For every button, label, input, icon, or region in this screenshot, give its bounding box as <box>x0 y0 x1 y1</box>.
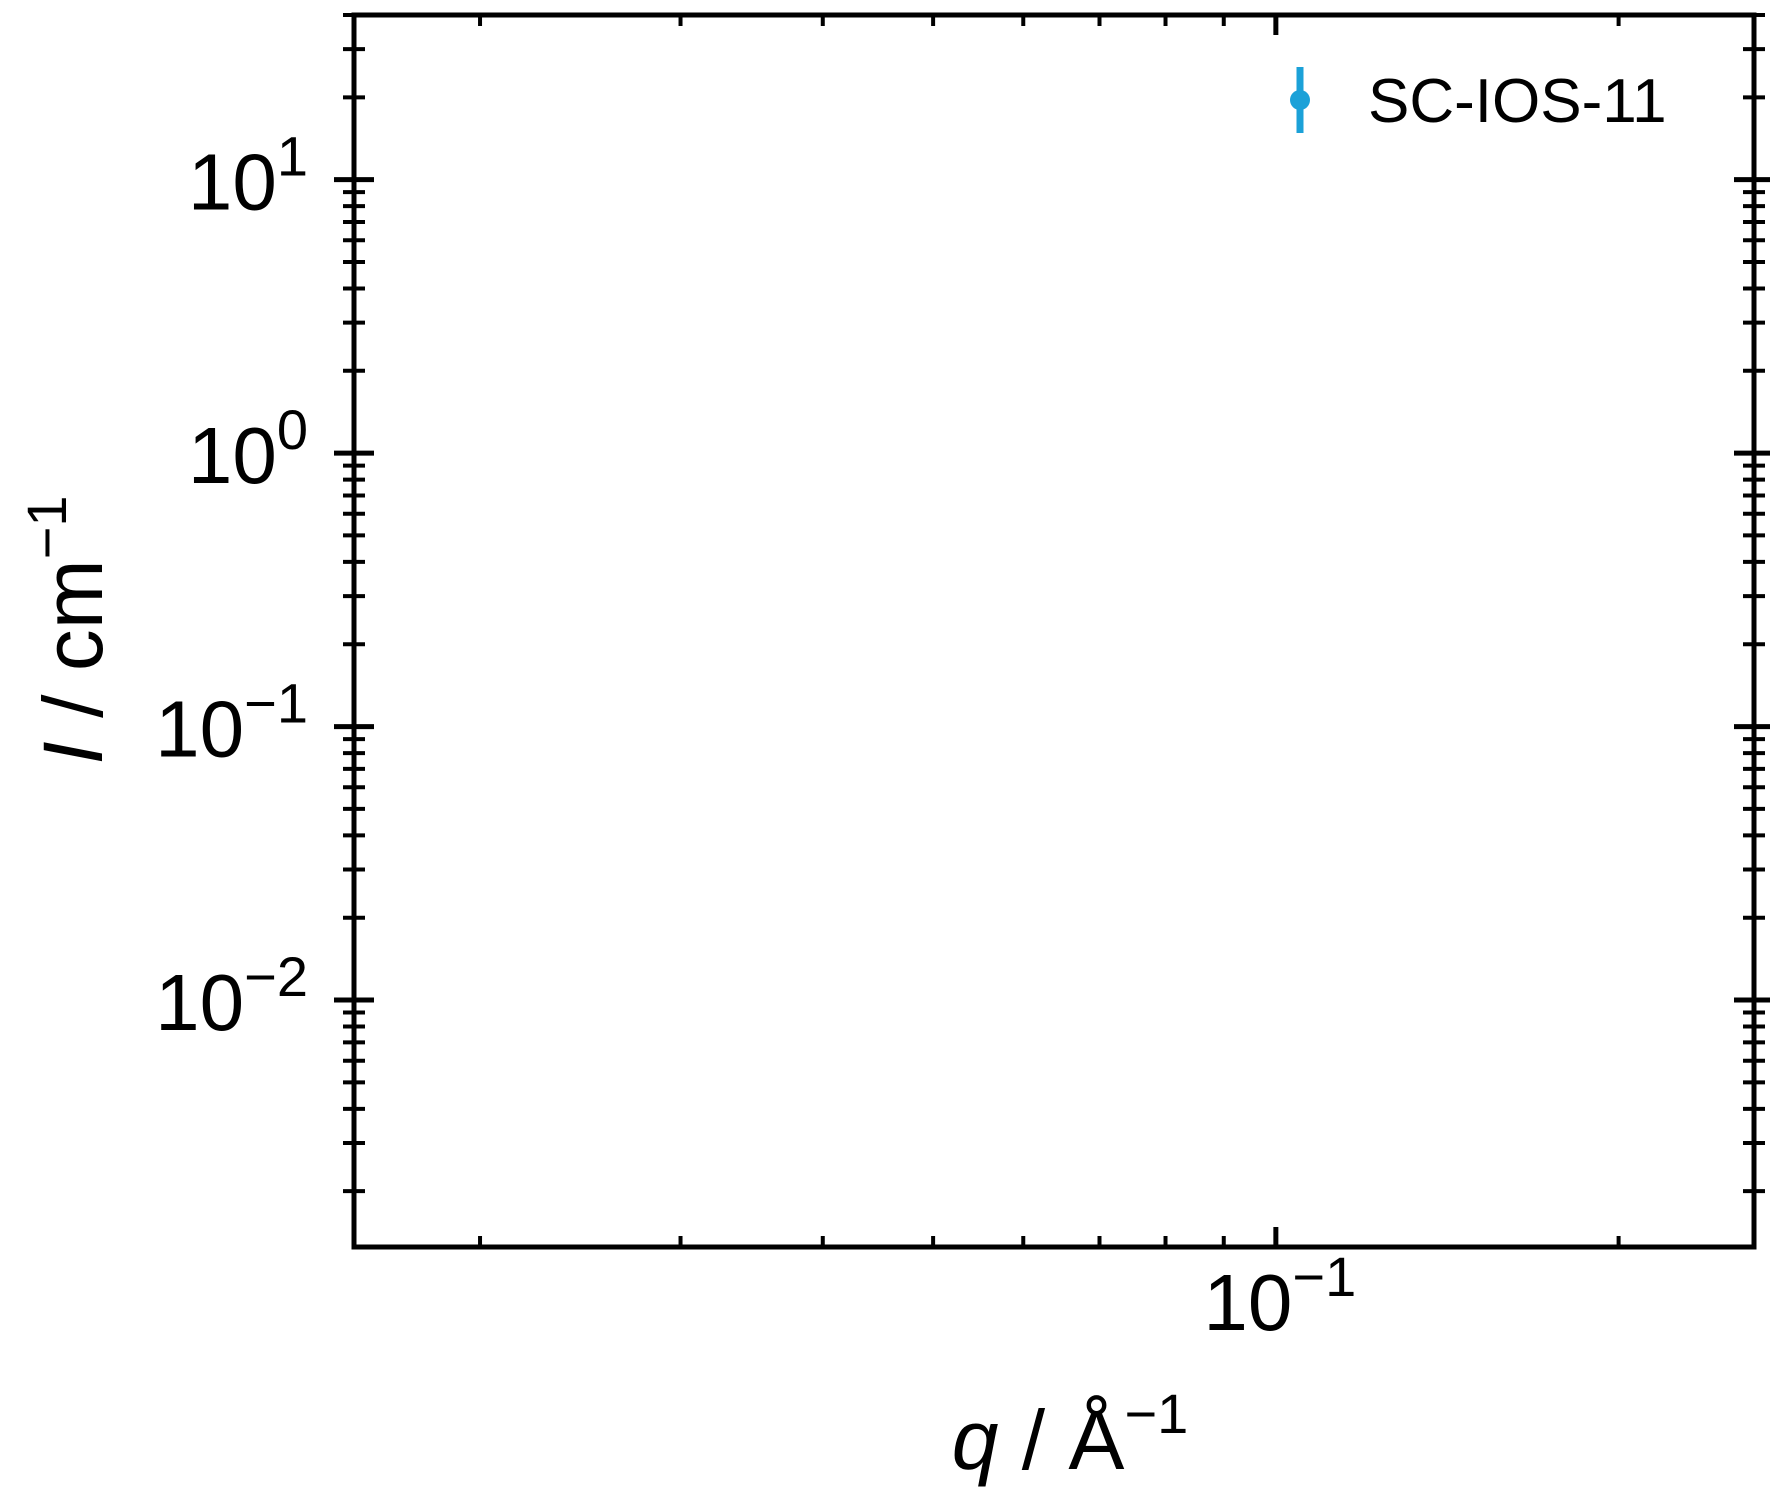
x-axis-label: q / Å−1 <box>952 1382 1189 1487</box>
x-tick-label: 10−1 <box>1203 1245 1356 1347</box>
y-tick-label: 10−2 <box>155 945 308 1047</box>
y-axis-unit: cm <box>26 559 120 671</box>
y-axis-label: I / cm−1 <box>15 495 120 764</box>
x-axis-exp: −1 <box>1124 1382 1188 1445</box>
x-tick-labels: 10−1 <box>1203 1245 1356 1347</box>
x-axis-unit: Å <box>1068 1393 1124 1487</box>
y-tick-labels: 10−2 10−1 100 101 <box>155 125 308 1047</box>
plot-frame <box>351 12 1757 1250</box>
legend-label-sc-ios-11: SC-IOS-11 <box>1368 67 1667 136</box>
y-tick-label: 101 <box>188 125 308 227</box>
legend-marker <box>1290 90 1310 110</box>
y-tick-label: 100 <box>188 398 308 500</box>
y-axis-sep: / <box>26 671 120 741</box>
y-axis-exp: −1 <box>15 495 78 559</box>
y-axis-var: I <box>26 741 120 764</box>
legend: SC-IOS-11 <box>1290 67 1667 136</box>
x-axis-sep: / <box>998 1393 1068 1487</box>
y-tick-label: 10−1 <box>155 672 308 774</box>
major-ticks <box>334 15 1770 1247</box>
minor-ticks <box>343 13 1765 1247</box>
x-axis-var: q <box>952 1393 999 1487</box>
